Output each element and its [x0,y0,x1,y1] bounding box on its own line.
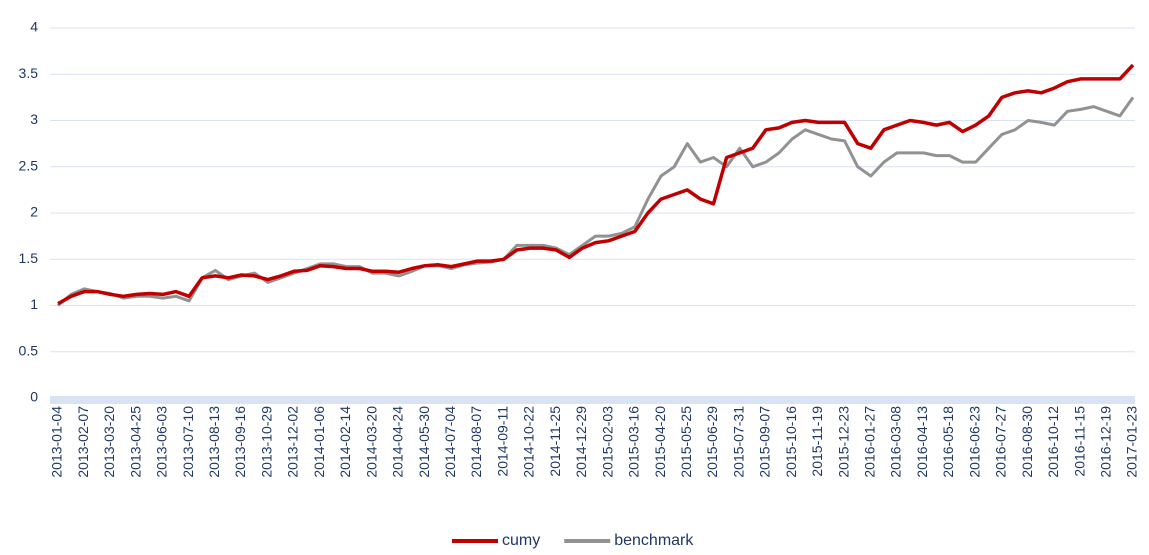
x-tick-label: 2016-10-12 [1045,406,1061,478]
x-tick-label: 2015-10-16 [783,406,799,478]
x-tick-label: 2014-04-24 [390,406,406,478]
legend-label: benchmark [614,532,694,549]
x-tick-label: 2014-01-06 [311,406,327,478]
y-tick-label: 0 [30,389,38,405]
x-tick-label: 2014-05-30 [416,406,432,478]
x-tick-label: 2016-08-30 [1019,406,1035,478]
x-tick-label: 2016-04-13 [914,406,930,478]
x-tick-label: 2013-01-04 [49,406,65,478]
x-tick-label: 2013-04-25 [127,406,143,478]
x-tick-label: 2015-05-25 [678,406,694,478]
y-tick-label: 2.5 [19,157,39,173]
x-tick-label: 2016-06-23 [966,406,982,478]
y-tick-label: 1 [30,296,38,312]
x-tick-label: 2017-01-23 [1124,406,1140,478]
y-tick-label: 3.5 [19,65,39,81]
x-tick-label: 2015-04-20 [652,406,668,478]
x-tick-label: 2016-11-15 [1071,406,1087,477]
x-tick-label: 2013-07-10 [180,406,196,478]
x-tick-label: 2013-02-07 [75,406,91,478]
x-tick-label: 2015-09-07 [757,406,773,478]
x-tick-label: 2013-10-29 [258,406,274,478]
x-tick-label: 2016-03-08 [888,406,904,478]
y-tick-label: 3 [30,111,38,127]
x-tick-label: 2013-06-03 [154,406,170,478]
x-tick-label: 2013-09-16 [232,406,248,478]
x-tick-label: 2013-12-02 [285,406,301,478]
y-tick-label: 1.5 [19,250,39,266]
x-tick-label: 2014-11-25 [547,406,563,477]
x-axis-band [50,396,1135,404]
x-tick-label: 2014-12-29 [573,406,589,478]
x-tick-label: 2015-02-03 [599,406,615,478]
x-tick-label: 2014-07-04 [442,406,458,478]
x-tick-label: 2016-07-27 [993,406,1009,478]
x-tick-label: 2015-03-16 [626,406,642,478]
x-tick-label: 2015-06-29 [704,406,720,478]
x-tick-label: 2013-08-13 [206,406,222,478]
legend-label: cumy [502,532,540,549]
x-tick-label: 2016-12-19 [1097,406,1113,478]
x-tick-label: 2014-10-22 [521,406,537,478]
x-tick-label: 2015-11-19 [809,406,825,477]
x-tick-label: 2014-09-11 [494,406,510,477]
x-tick-label: 2014-02-14 [337,406,353,478]
x-tick-label: 2015-12-23 [835,406,851,478]
y-tick-label: 4 [30,19,38,35]
y-tick-label: 0.5 [19,342,39,358]
x-tick-label: 2016-05-18 [940,406,956,478]
y-tick-label: 2 [30,204,38,220]
x-tick-label: 2014-03-20 [363,406,379,478]
x-tick-label: 2013-03-20 [101,406,117,478]
x-tick-label: 2014-08-07 [468,406,484,478]
x-tick-label: 2015-07-31 [730,406,746,478]
series-line [57,63,1135,306]
x-tick-label: 2016-01-27 [862,406,878,478]
